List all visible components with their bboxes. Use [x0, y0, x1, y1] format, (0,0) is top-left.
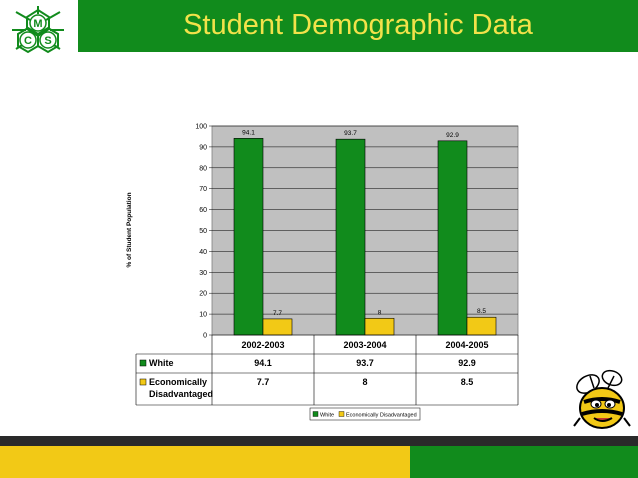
bee-mascot-icon [573, 369, 631, 429]
footer-yellow-band [0, 446, 410, 478]
y-tick-label: 20 [199, 291, 207, 298]
table-legend-key [139, 378, 147, 386]
data-label: 8 [378, 309, 382, 316]
legend-label-white: White [320, 413, 334, 419]
molecule-logo-icon: M C S [12, 6, 64, 54]
logo-letter-m: M [33, 18, 42, 30]
header-band [78, 0, 638, 52]
y-tick-label: 0 [203, 333, 207, 340]
table-value: 94.1 [254, 358, 272, 368]
table-value: 93.7 [356, 358, 374, 368]
page-title: Student Demographic Data [183, 9, 533, 41]
y-tick-label: 100 [195, 124, 207, 131]
y-tick-label: 50 [199, 228, 207, 235]
bar-white [233, 138, 264, 336]
logo-letter-s: S [44, 35, 51, 47]
series-label: White [149, 358, 174, 368]
data-label: 7.7 [273, 310, 282, 317]
logo-letter-c: C [24, 35, 32, 47]
y-tick-label: 60 [199, 207, 207, 214]
data-label: 92.9 [446, 132, 459, 139]
y-axis-label: % of Student Population [126, 192, 133, 267]
legend-box [309, 407, 421, 421]
table-value: 92.9 [458, 358, 476, 368]
bar-economically-disadvantaged [262, 318, 293, 336]
table-value: 7.7 [257, 377, 270, 387]
table-legend-key [139, 359, 147, 367]
header: Student Demographic Data M C S [0, 0, 638, 55]
bar-white [437, 140, 468, 336]
y-tick-label: 30 [199, 270, 207, 277]
legend-key-economically-disadvantaged [338, 411, 345, 417]
bar-white [335, 138, 366, 336]
data-label: 93.7 [344, 130, 357, 137]
bar-economically-disadvantaged [466, 316, 497, 336]
legend-key-white [312, 411, 319, 417]
data-label: 8.5 [477, 308, 486, 315]
category-label: 2004-2005 [445, 340, 488, 350]
y-tick-label: 90 [199, 144, 207, 151]
footer-green-band [410, 446, 638, 478]
bar-economically-disadvantaged [364, 317, 395, 336]
table-value: 8.5 [461, 377, 474, 387]
table-value: 8 [362, 377, 367, 387]
category-label: 2002-2003 [241, 340, 284, 350]
data-label: 94.1 [242, 129, 255, 136]
y-tick-label: 40 [199, 249, 207, 256]
series-label: Disadvantaged [149, 389, 213, 399]
footer-dark-band [0, 436, 638, 446]
y-tick-label: 70 [199, 186, 207, 193]
y-tick-label: 80 [199, 165, 207, 172]
series-label: Economically [149, 377, 207, 387]
legend-label-economically-disadvantaged: Economically Disadvantaged [346, 413, 417, 419]
category-label: 2003-2004 [343, 340, 386, 350]
y-tick-label: 10 [199, 312, 207, 319]
